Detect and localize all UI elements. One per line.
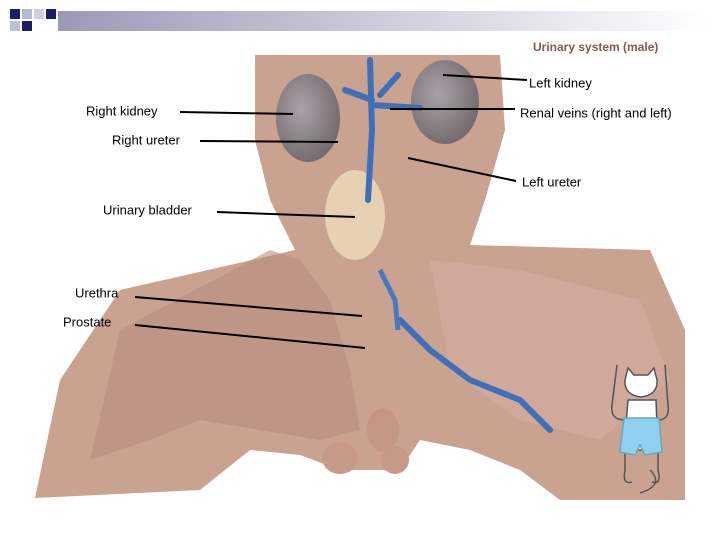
label: Left kidney — [529, 75, 592, 90]
leader-line — [216, 211, 356, 218]
slide-title: Urinary system (male) — [533, 40, 658, 54]
leader-line — [407, 157, 517, 182]
label: Right ureter — [112, 132, 181, 147]
leader-line — [199, 140, 339, 143]
label: Urethra — [75, 285, 119, 300]
anatomy-photo — [35, 55, 685, 500]
label: Urinary bladder — [103, 202, 193, 217]
cat-icon — [611, 364, 670, 494]
leader-line — [179, 111, 294, 115]
label: Renal veins (right and left) — [520, 105, 672, 120]
leader-lines — [134, 74, 528, 349]
leader-line — [134, 324, 366, 349]
label: Right kidney — [86, 103, 158, 118]
leader-line — [134, 296, 363, 317]
label: Prostate — [63, 314, 111, 329]
leader-line — [442, 74, 528, 81]
label: Left ureter — [522, 174, 582, 189]
decoration — [10, 9, 708, 31]
